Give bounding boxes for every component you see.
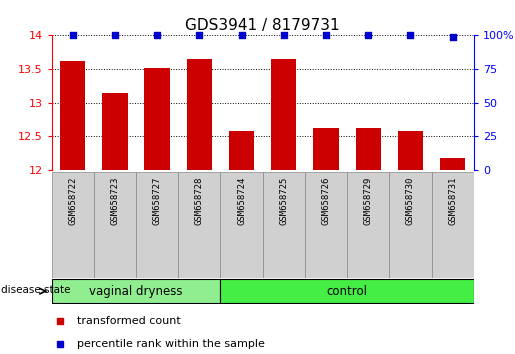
Point (68, 33, 77, 38)
Bar (186, 59, 212, 170)
Point (449, 34, 457, 40)
Point (322, 33, 330, 38)
Text: transformed count: transformed count (77, 316, 181, 326)
Point (280, 33, 288, 38)
Bar (94, 172, 136, 278)
Text: percentile rank within the sample: percentile rank within the sample (77, 339, 265, 349)
Point (406, 33, 415, 38)
Text: disease state: disease state (1, 285, 71, 295)
Text: GSM658727: GSM658727 (152, 177, 162, 225)
Bar (355, 128, 381, 170)
Bar (144, 68, 170, 170)
Text: GSM658730: GSM658730 (406, 177, 415, 225)
Bar (220, 279, 474, 303)
Bar (432, 172, 474, 278)
Bar (389, 172, 432, 278)
Text: GSM658723: GSM658723 (110, 177, 119, 225)
Text: GSM658725: GSM658725 (279, 177, 288, 225)
Text: GSM658722: GSM658722 (68, 177, 77, 225)
Title: GDS3941 / 8179731: GDS3941 / 8179731 (185, 18, 340, 33)
Bar (60, 61, 85, 170)
Text: GSM658726: GSM658726 (321, 177, 331, 225)
Point (153, 33, 161, 38)
Bar (52, 172, 94, 278)
Bar (229, 131, 254, 170)
Bar (52, 279, 220, 303)
Text: vaginal dryness: vaginal dryness (89, 285, 183, 298)
Text: GSM658728: GSM658728 (195, 177, 204, 225)
Bar (347, 172, 389, 278)
Text: GSM658729: GSM658729 (364, 177, 373, 225)
Bar (305, 172, 347, 278)
Bar (398, 131, 423, 170)
Point (237, 33, 246, 38)
Bar (271, 59, 297, 170)
Point (195, 33, 203, 38)
Bar (263, 172, 305, 278)
Bar (178, 172, 220, 278)
Text: GSM658724: GSM658724 (237, 177, 246, 225)
Bar (136, 172, 178, 278)
Bar (102, 92, 128, 170)
Point (364, 33, 372, 38)
Bar (220, 172, 263, 278)
Bar (313, 128, 339, 170)
Point (111, 33, 119, 38)
Text: GSM658731: GSM658731 (448, 177, 457, 225)
Bar (440, 158, 466, 170)
Text: control: control (327, 285, 368, 298)
